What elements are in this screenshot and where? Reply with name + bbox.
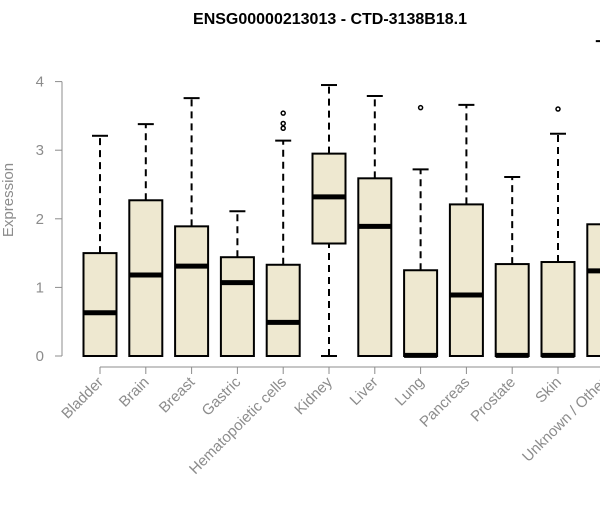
box-pancreas (450, 105, 483, 356)
outlier-point (281, 121, 285, 125)
box-hematopoietic-cells (267, 111, 300, 356)
x-tick-label: Breast (156, 373, 199, 416)
y-tick-label: 1 (36, 279, 44, 296)
x-tick-label: Brain (116, 374, 153, 411)
y-tick-label: 0 (36, 348, 44, 365)
outlier-point (419, 106, 423, 110)
box-brain (129, 124, 162, 356)
x-tick-label: Skin (532, 374, 565, 407)
box-unknown-other (587, 41, 600, 356)
box-iqr (404, 270, 437, 356)
box-iqr (129, 200, 162, 356)
y-tick-label: 2 (36, 211, 44, 228)
y-axis-label: Expression (0, 163, 17, 237)
box-iqr (267, 265, 300, 356)
x-tick-label: Liver (347, 374, 382, 409)
box-iqr (221, 257, 254, 356)
box-breast (175, 98, 208, 356)
box-iqr (450, 204, 483, 356)
outlier-point (281, 111, 285, 115)
box-iqr (542, 262, 575, 356)
y-axis: 0 1 2 3 4 (36, 74, 62, 365)
box-gastric (221, 211, 254, 356)
x-tick-label: Pancreas (416, 374, 473, 431)
x-tick-label: Kidney (291, 373, 336, 418)
box-iqr (358, 178, 391, 356)
x-tick-label: Bladder (58, 374, 107, 423)
box-iqr (84, 253, 117, 356)
x-tick-label: Lung (392, 374, 428, 410)
box-bladder (84, 136, 117, 356)
x-tick-label: Prostate (467, 374, 519, 426)
box-lung (404, 106, 437, 356)
box-skin (542, 107, 575, 356)
box-liver (358, 96, 391, 356)
box-prostate (496, 177, 529, 356)
box-iqr (587, 224, 600, 356)
box-iqr (496, 264, 529, 356)
y-tick-label: 4 (36, 74, 44, 91)
x-tick-label: Gastric (199, 373, 245, 419)
y-tick-label: 3 (36, 142, 44, 159)
boxes-group (84, 41, 600, 356)
outlier-point (281, 126, 285, 130)
box-kidney (313, 85, 346, 356)
chart-title: ENSG00000213013 - CTD-3138B18.1 (193, 11, 467, 28)
box-iqr (175, 226, 208, 356)
outlier-point (556, 107, 560, 111)
